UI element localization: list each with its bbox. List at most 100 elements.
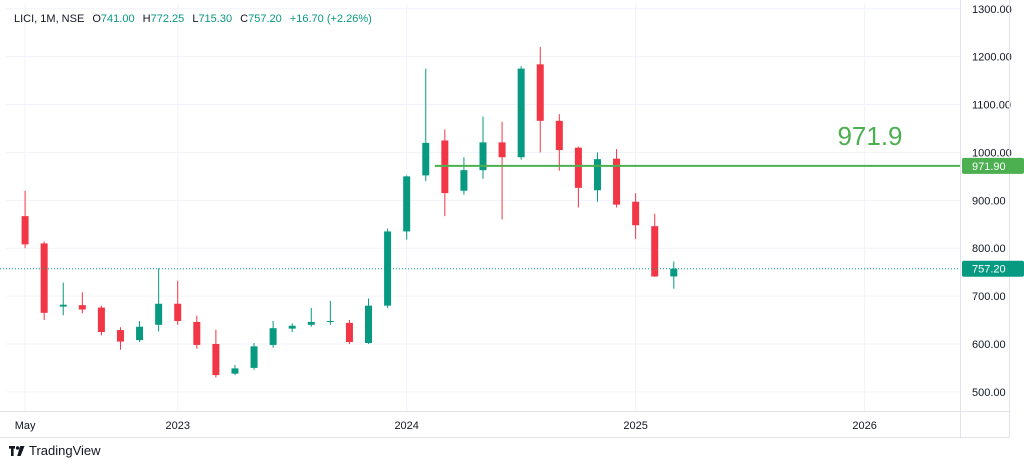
candle-down[interactable] — [212, 329, 220, 378]
y-tick-label: 1200.00 — [972, 52, 1012, 64]
candle-up[interactable] — [288, 323, 296, 332]
candle-down[interactable] — [651, 213, 659, 277]
low-value: 715.30 — [198, 13, 233, 25]
y-tick-label: 900.00 — [972, 195, 1006, 207]
candle-body — [307, 321, 315, 325]
candle-body — [193, 321, 201, 345]
candle-up[interactable] — [326, 300, 334, 325]
candle-body — [40, 243, 48, 313]
candle-body — [97, 307, 105, 332]
candle-body — [498, 142, 506, 158]
candle-down[interactable] — [116, 327, 124, 350]
low-label: L — [192, 13, 199, 25]
candle-body — [269, 328, 277, 345]
brand-name: TradingView — [29, 443, 101, 458]
y-tick-label: 800.00 — [972, 243, 1006, 255]
candle-body — [517, 68, 525, 158]
candle-up[interactable] — [422, 68, 430, 182]
level-price-tag — [962, 157, 1024, 174]
candle-body — [288, 325, 296, 329]
candle-down[interactable] — [613, 149, 621, 208]
candle-body — [136, 326, 144, 341]
time-axis[interactable]: May 2023 2024 2025 2026 — [0, 411, 1010, 438]
candle-up[interactable] — [136, 320, 144, 343]
candle-down[interactable] — [441, 129, 449, 217]
candle-body — [651, 226, 659, 277]
candle-body — [574, 147, 582, 188]
candle-down[interactable] — [40, 241, 48, 321]
candle-up[interactable] — [479, 116, 487, 179]
open-value: 741.00 — [100, 13, 135, 25]
y-tick-label: 500.00 — [972, 387, 1006, 399]
candle-down[interactable] — [97, 305, 105, 336]
candle-down[interactable] — [174, 280, 182, 325]
x-tick-label: 2025 — [623, 420, 647, 432]
candle-body — [21, 216, 29, 245]
candle-body — [460, 170, 468, 191]
y-tick-label: 1100.00 — [972, 100, 1011, 112]
candle-up[interactable] — [670, 261, 678, 289]
x-tick-label: 2023 — [165, 420, 189, 432]
candle-body — [479, 142, 487, 171]
price-axis[interactable]: 500.00 600.00 700.00 800.00 900.00 1000.00 110… — [960, 0, 1024, 437]
y-tick-label: 700.00 — [972, 291, 1006, 303]
candle-up[interactable] — [460, 157, 468, 195]
candle-up[interactable] — [365, 298, 373, 344]
y-tick-label: 600.00 — [972, 339, 1006, 351]
candle-up[interactable] — [269, 320, 277, 348]
symbol-legend: LICI, 1M, NSE O741.00 H772.25 L715.30 C7… — [14, 13, 372, 25]
candle-down[interactable] — [536, 47, 544, 153]
candle-body — [593, 159, 601, 191]
candle-down[interactable] — [574, 146, 582, 208]
candle-up[interactable] — [250, 343, 258, 370]
last-price-tag — [962, 260, 1024, 277]
price-lines-layer: 971.9 — [0, 121, 960, 270]
candle-body — [231, 368, 239, 374]
candle-down[interactable] — [555, 114, 563, 171]
candle-up[interactable] — [59, 282, 67, 316]
candle-up[interactable] — [593, 152, 601, 202]
chart-grid — [6, 4, 960, 411]
candle-body — [365, 305, 373, 344]
candle-body — [403, 176, 411, 232]
candle-up[interactable] — [307, 308, 315, 327]
candle-body — [613, 158, 621, 205]
candle-body — [555, 120, 563, 151]
close-value: 757.20 — [248, 13, 282, 25]
candles-layer[interactable] — [21, 47, 678, 378]
candle-body — [250, 346, 258, 368]
candle-down[interactable] — [193, 315, 201, 349]
symbol-title: LICI, 1M, NSE — [14, 13, 85, 25]
candle-down[interactable] — [78, 292, 86, 314]
open-label: O — [92, 13, 101, 25]
candle-body — [155, 303, 163, 325]
tradingview-brand[interactable]: TradingView — [9, 443, 101, 458]
candle-body — [536, 64, 544, 121]
candle-body — [174, 303, 182, 321]
y-tick-label: 1300.00 — [972, 4, 1012, 16]
high-value: 772.25 — [150, 13, 185, 25]
candle-body — [326, 320, 334, 322]
candle-body — [422, 142, 430, 176]
high-label: H — [142, 13, 151, 25]
tradingview-logo-icon — [9, 445, 25, 456]
candle-down[interactable] — [345, 320, 353, 344]
candle-body — [670, 268, 678, 277]
last-price-label: 757.20 — [972, 264, 1006, 276]
change-value: +16.70 (+2.26%) — [289, 13, 372, 25]
x-tick-label: 2024 — [394, 420, 418, 432]
y-tick-label: 1000.00 — [972, 147, 1012, 159]
candle-down[interactable] — [21, 190, 29, 249]
candle-body — [632, 201, 640, 226]
x-tick-label: 2026 — [852, 420, 876, 432]
candle-down[interactable] — [498, 121, 506, 220]
close-label: C — [240, 13, 249, 25]
candle-down[interactable] — [632, 193, 640, 240]
candle-up[interactable] — [155, 268, 163, 332]
candle-up[interactable] — [517, 66, 525, 160]
candle-up[interactable] — [403, 175, 411, 240]
candle-body — [212, 343, 220, 376]
candle-up[interactable] — [231, 365, 239, 376]
candle-body — [116, 330, 124, 342]
